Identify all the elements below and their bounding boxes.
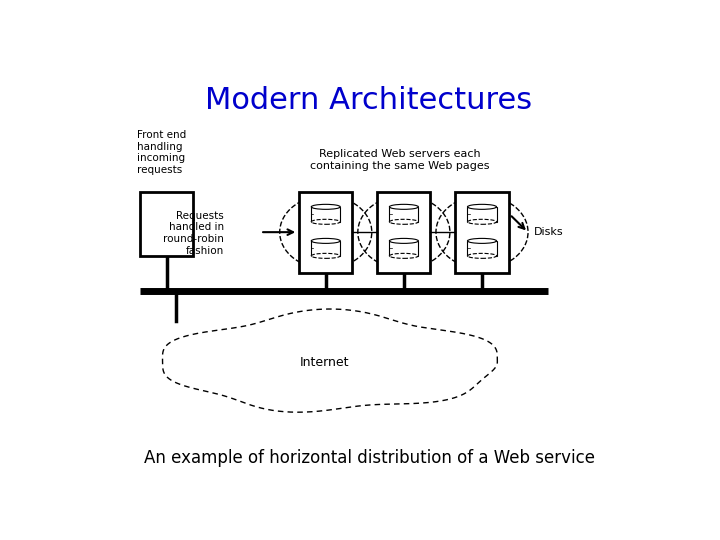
Bar (390, 207, 418, 222)
Ellipse shape (467, 204, 497, 210)
Bar (377, 192, 431, 273)
Ellipse shape (467, 238, 497, 244)
Ellipse shape (311, 238, 341, 244)
Ellipse shape (390, 253, 418, 258)
Bar (467, 241, 497, 256)
Ellipse shape (467, 253, 497, 258)
Ellipse shape (390, 238, 418, 244)
Bar (311, 241, 341, 256)
Bar (390, 241, 418, 256)
Text: Front end
handling
incoming
requests: Front end handling incoming requests (138, 130, 186, 175)
Text: Internet: Internet (300, 356, 349, 369)
Text: Requests
handled in
round-robin
fashion: Requests handled in round-robin fashion (163, 211, 224, 255)
Bar (467, 207, 497, 222)
Ellipse shape (311, 219, 341, 224)
Ellipse shape (311, 204, 341, 210)
Bar (140, 192, 193, 256)
Bar (311, 207, 341, 222)
Ellipse shape (467, 219, 497, 224)
Bar (300, 192, 352, 273)
Text: Disks: Disks (534, 227, 563, 238)
Ellipse shape (390, 204, 418, 210)
Text: An example of horizontal distribution of a Web service: An example of horizontal distribution of… (143, 449, 595, 467)
Ellipse shape (390, 219, 418, 224)
Ellipse shape (311, 253, 341, 258)
Bar (456, 192, 508, 273)
Text: Replicated Web servers each
containing the same Web pages: Replicated Web servers each containing t… (310, 149, 490, 171)
Text: Modern Architectures: Modern Architectures (205, 86, 533, 114)
